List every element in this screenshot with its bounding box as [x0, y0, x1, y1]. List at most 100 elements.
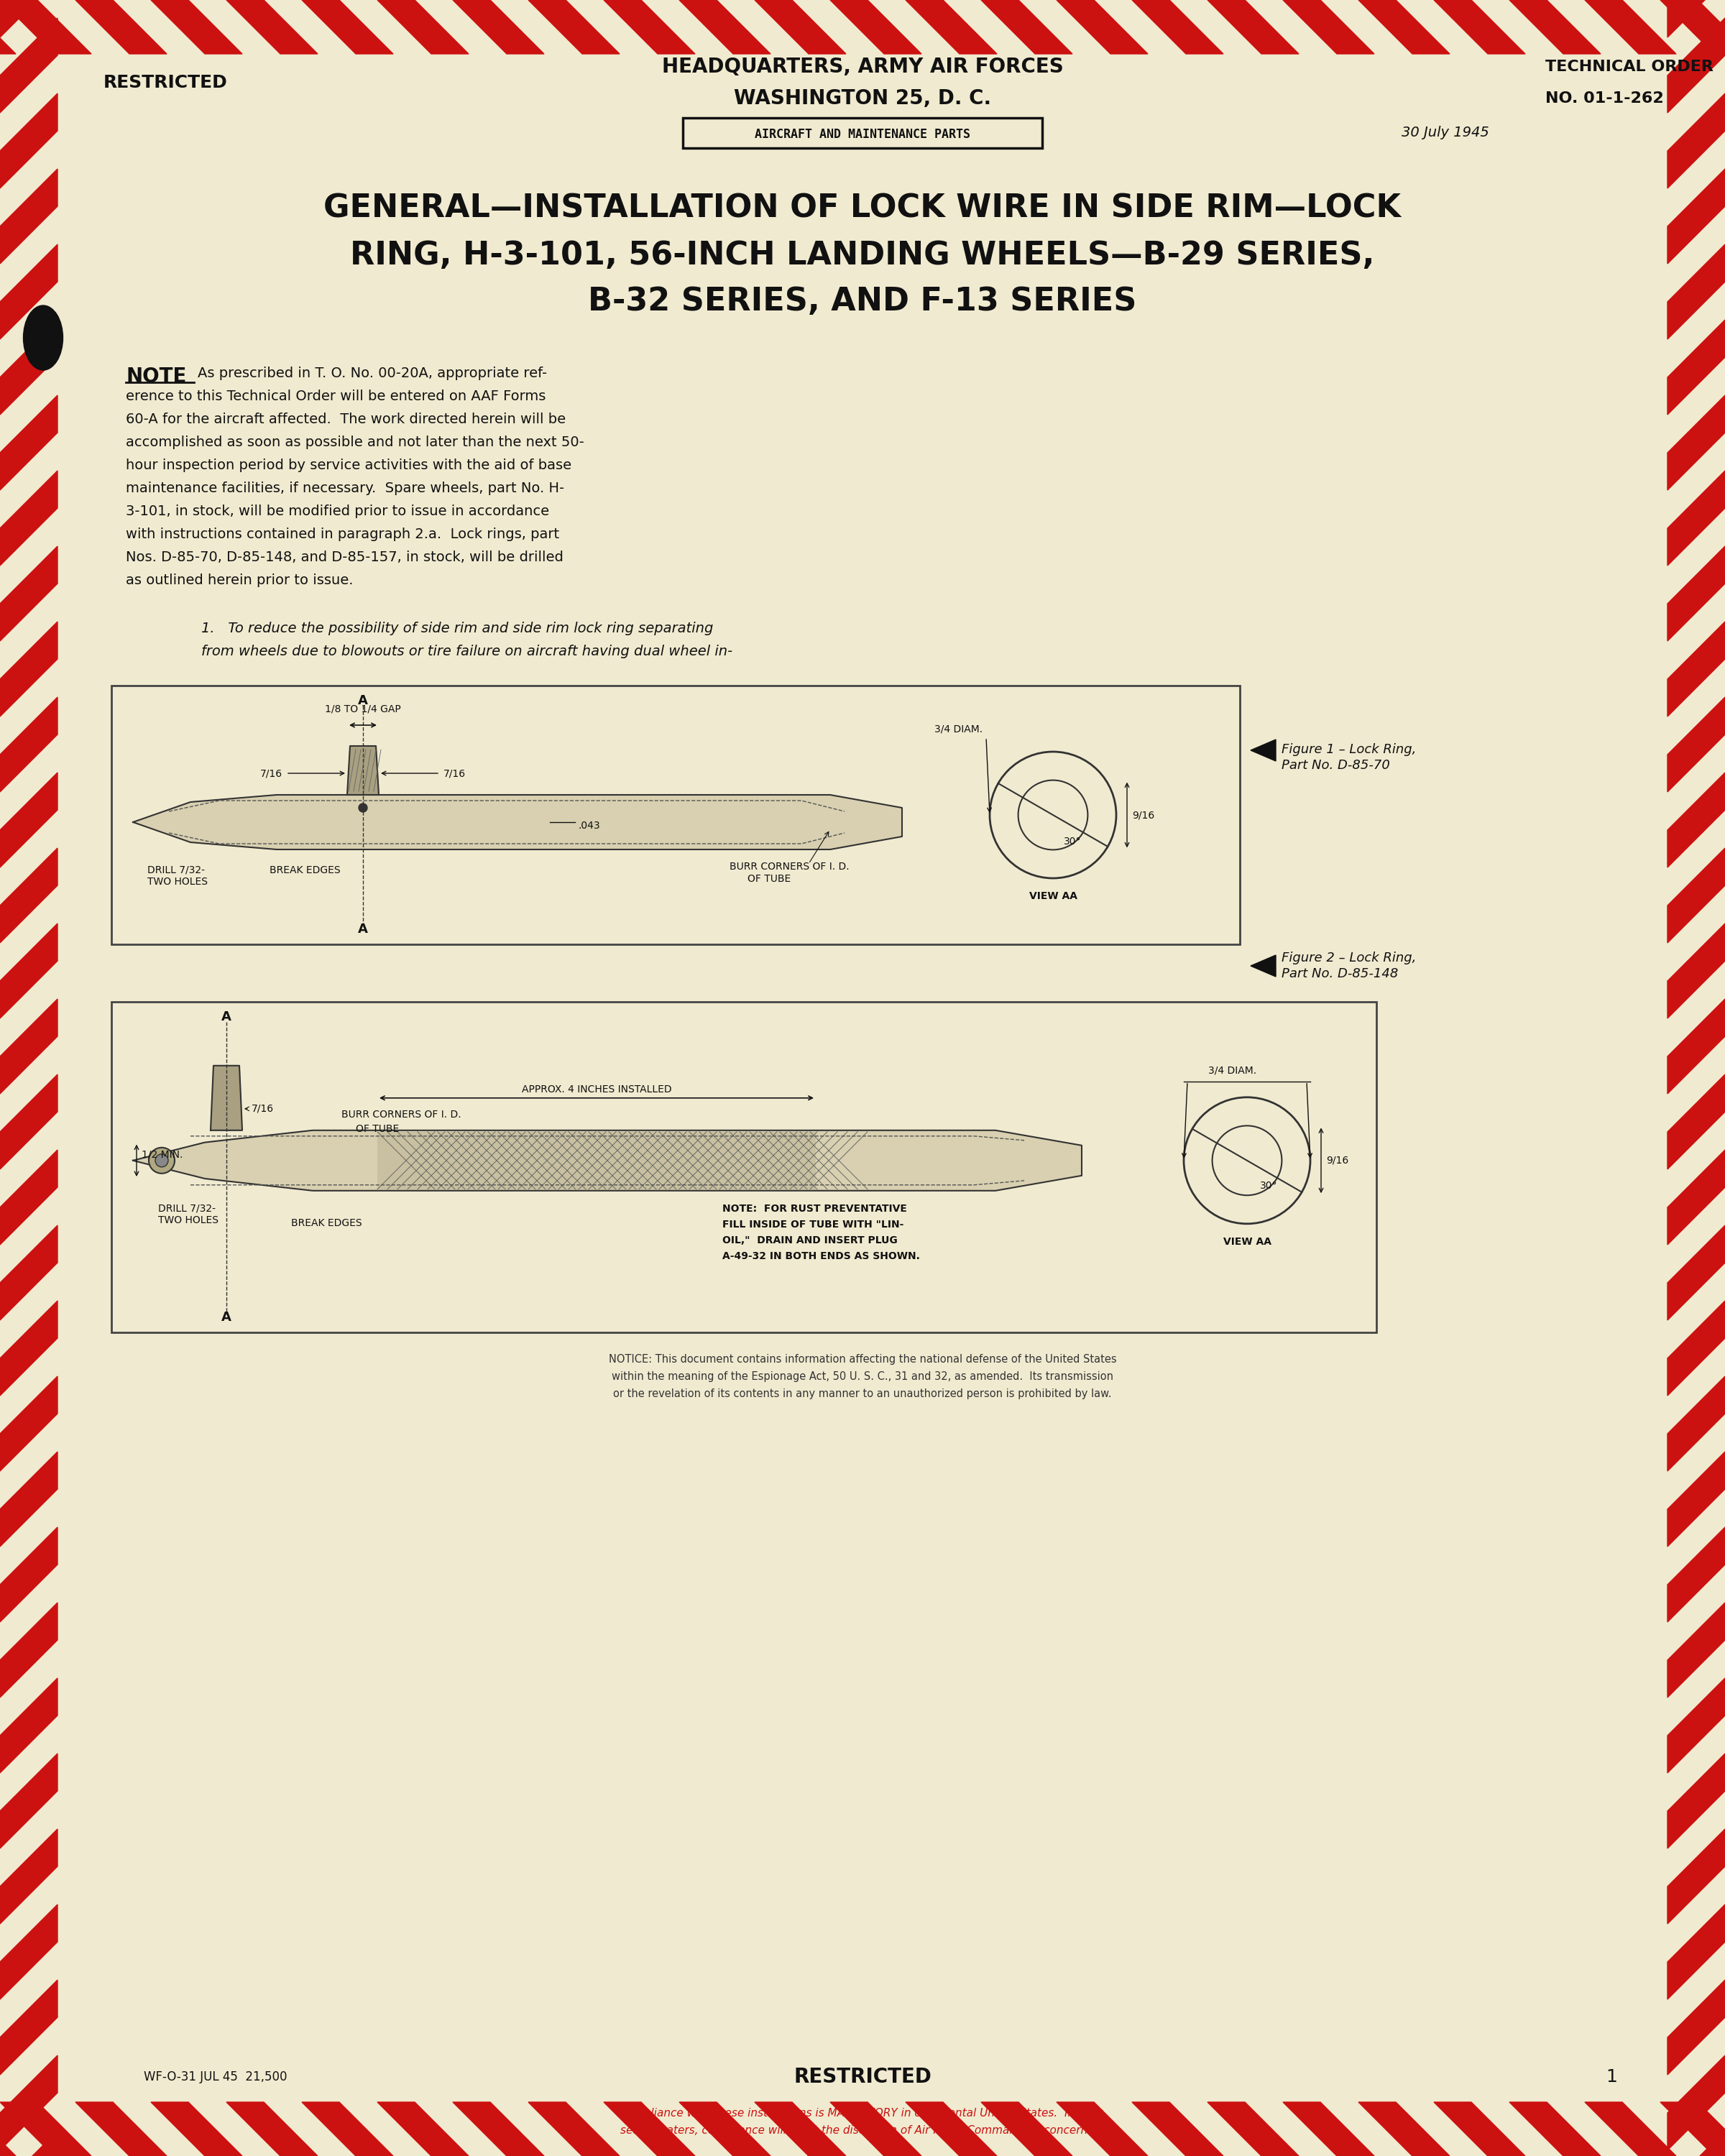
Polygon shape [210, 1065, 242, 1130]
Text: .043: .043 [578, 821, 600, 830]
Text: 3/4 DIAM.: 3/4 DIAM. [935, 724, 983, 733]
Text: DRILL 7/32-: DRILL 7/32- [159, 1203, 216, 1214]
Polygon shape [0, 923, 57, 1018]
Polygon shape [0, 17, 57, 112]
Text: A-49-32 IN BOTH ENDS AS SHOWN.: A-49-32 IN BOTH ENDS AS SHOWN. [723, 1250, 919, 1261]
Polygon shape [1283, 2102, 1375, 2156]
Polygon shape [1359, 0, 1449, 54]
Text: from wheels due to blowouts or tire failure on aircraft having dual wheel in-: from wheels due to blowouts or tire fail… [202, 645, 733, 658]
Polygon shape [528, 0, 619, 54]
Text: OIL,"  DRAIN AND INSERT PLUG: OIL," DRAIN AND INSERT PLUG [723, 1235, 897, 1246]
Polygon shape [378, 0, 469, 54]
Polygon shape [0, 1376, 57, 1470]
Polygon shape [0, 2055, 57, 2150]
Polygon shape [1668, 998, 1725, 1093]
Text: maintenance facilities, if necessary.  Spare wheels, part No. H-: maintenance facilities, if necessary. Sp… [126, 481, 564, 496]
Text: 7/16: 7/16 [252, 1104, 274, 1115]
Polygon shape [0, 395, 57, 489]
Polygon shape [0, 2102, 16, 2156]
Polygon shape [1668, 2055, 1725, 2150]
Polygon shape [906, 2102, 997, 2156]
Polygon shape [0, 93, 57, 188]
Polygon shape [0, 1526, 57, 1621]
Polygon shape [1668, 1979, 1725, 2074]
Polygon shape [1668, 168, 1725, 263]
Polygon shape [1433, 2102, 1525, 2156]
Text: BREAK EDGES: BREAK EDGES [269, 865, 340, 875]
Polygon shape [756, 2102, 845, 2156]
Polygon shape [0, 545, 57, 640]
Text: NOTICE: This document contains information affecting the national defense of the: NOTICE: This document contains informati… [609, 1354, 1116, 1365]
Polygon shape [1509, 0, 1601, 54]
Polygon shape [1668, 1074, 1725, 1169]
Text: 60-A for the aircraft affected.  The work directed herein will be: 60-A for the aircraft affected. The work… [126, 412, 566, 427]
Polygon shape [1668, 1677, 1725, 1772]
Polygon shape [1668, 923, 1725, 1018]
Polygon shape [1668, 395, 1725, 489]
Polygon shape [680, 0, 771, 54]
Polygon shape [1668, 696, 1725, 791]
Text: 30°: 30° [1259, 1181, 1278, 1190]
Text: B-32 SERIES, AND F-13 SERIES: B-32 SERIES, AND F-13 SERIES [588, 287, 1137, 317]
Polygon shape [1668, 1376, 1725, 1470]
Polygon shape [1251, 740, 1276, 761]
Bar [112, 686, 1240, 944]
Polygon shape [1668, 1149, 1725, 1244]
Polygon shape [0, 696, 57, 791]
Polygon shape [226, 2102, 317, 2156]
Polygon shape [1668, 847, 1725, 942]
Text: as outlined herein prior to issue.: as outlined herein prior to issue. [126, 573, 354, 586]
Polygon shape [1668, 244, 1725, 338]
Text: A: A [359, 923, 367, 936]
Polygon shape [0, 1979, 57, 2074]
Text: FILL INSIDE OF TUBE WITH "LIN-: FILL INSIDE OF TUBE WITH "LIN- [723, 1220, 904, 1229]
Text: BREAK EDGES: BREAK EDGES [292, 1218, 362, 1229]
Polygon shape [0, 168, 57, 263]
Text: A: A [359, 694, 367, 707]
Polygon shape [830, 2102, 921, 2156]
Polygon shape [906, 0, 997, 54]
Polygon shape [0, 1451, 57, 1546]
Polygon shape [1056, 0, 1147, 54]
Text: OF TUBE: OF TUBE [747, 873, 790, 884]
Ellipse shape [24, 306, 62, 371]
Polygon shape [133, 1130, 1082, 1190]
Polygon shape [1585, 2102, 1677, 2156]
Polygon shape [0, 1225, 57, 1319]
Text: 9/16: 9/16 [1132, 811, 1154, 819]
Polygon shape [1251, 955, 1276, 977]
Text: 9/16: 9/16 [1327, 1156, 1349, 1166]
Polygon shape [0, 2102, 91, 2156]
Text: erence to this Technical Order will be entered on AAF Forms: erence to this Technical Order will be e… [126, 390, 545, 403]
Polygon shape [0, 1828, 57, 1923]
Text: DRILL 7/32-: DRILL 7/32- [147, 865, 205, 875]
Polygon shape [226, 0, 317, 54]
Polygon shape [1668, 621, 1725, 716]
Polygon shape [0, 244, 57, 338]
Bar [378, 1132, 816, 1190]
Text: Part No. D-85-70: Part No. D-85-70 [1282, 759, 1390, 772]
Text: 7/16: 7/16 [260, 768, 283, 778]
Text: HEADQUARTERS, ARMY AIR FORCES: HEADQUARTERS, ARMY AIR FORCES [662, 56, 1063, 78]
Polygon shape [133, 796, 902, 849]
Polygon shape [830, 0, 921, 54]
Text: BURR CORNERS OF I. D.: BURR CORNERS OF I. D. [342, 1110, 461, 1119]
Polygon shape [1668, 1904, 1725, 1999]
Polygon shape [0, 847, 57, 942]
Polygon shape [1668, 1451, 1725, 1546]
Polygon shape [1208, 0, 1299, 54]
Polygon shape [452, 0, 543, 54]
Text: 1/2 MIN.: 1/2 MIN. [141, 1149, 183, 1160]
Text: TECHNICAL ORDER: TECHNICAL ORDER [1546, 60, 1713, 73]
Polygon shape [1668, 1602, 1725, 1697]
Polygon shape [0, 1149, 57, 1244]
Polygon shape [1509, 2102, 1601, 2156]
Polygon shape [1056, 2102, 1147, 2156]
Bar [112, 1003, 1377, 1332]
Polygon shape [152, 2102, 242, 2156]
Polygon shape [1668, 1753, 1725, 1848]
Polygon shape [1668, 1828, 1725, 1923]
Text: NO. 01-1-262: NO. 01-1-262 [1546, 91, 1663, 106]
Text: WASHINGTON 25, D. C.: WASHINGTON 25, D. C. [733, 88, 992, 108]
Text: 30 July 1945: 30 July 1945 [1401, 125, 1489, 140]
